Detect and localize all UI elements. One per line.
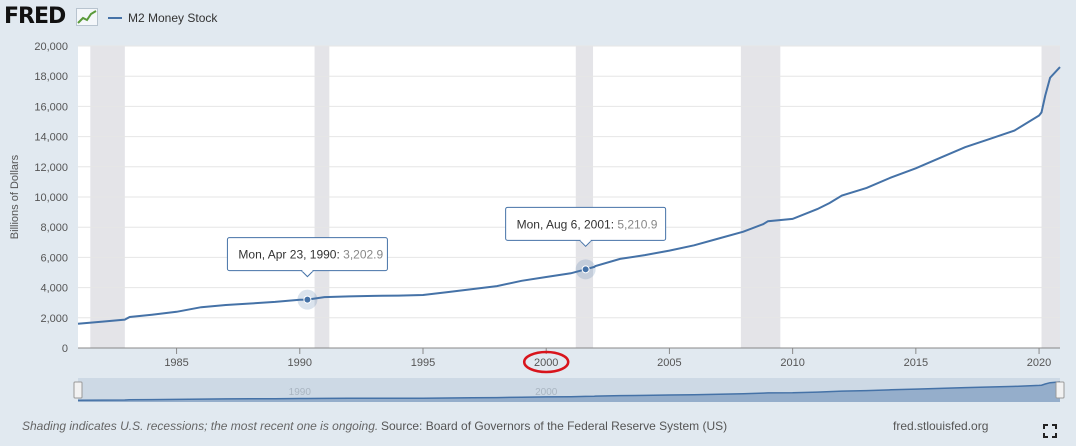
tooltip: Mon, Apr 23, 1990: 3,202.9 [226, 237, 388, 278]
recession-footnote: Shading indicates U.S. recessions; the m… [22, 419, 379, 433]
x-tick-label: 2020 [1027, 357, 1051, 369]
navigator-label: 2000 [535, 387, 558, 398]
navigator-line [77, 381, 1061, 402]
y-tick-label: 20,000 [34, 41, 68, 53]
y-tick-label: 4,000 [40, 283, 68, 295]
tooltip-pointer-mask [302, 269, 313, 272]
navigator-left-handle[interactable] [73, 381, 83, 399]
y-tick-label: 14,000 [34, 132, 68, 144]
tooltip-pointer-mask [580, 239, 591, 242]
x-tick-label: 1985 [164, 357, 188, 369]
y-tick-label: 8,000 [40, 222, 68, 234]
y-tick-label: 6,000 [40, 252, 68, 264]
x-tick-label: 2000 [534, 357, 558, 369]
y-tick-label: 16,000 [34, 101, 68, 113]
chart-footer: Shading indicates U.S. recessions; the m… [0, 414, 1076, 446]
fullscreen-icon[interactable] [1043, 424, 1057, 438]
tooltip-value: 5,210.9 [617, 217, 657, 231]
tooltip-date: Mon, Apr 23, 1990: [238, 248, 343, 262]
data-point [581, 265, 590, 274]
y-tick-label: 2,000 [40, 313, 68, 325]
tooltip-text: Mon, Apr 23, 1990: 3,202.9 [238, 248, 383, 262]
line-chart[interactable]: 0 2,000 4,000 6,000 8,000 10,000 12,000 14,000 1… [0, 36, 1076, 414]
x-tick-label: 2015 [904, 357, 928, 369]
x-tick-label: 1990 [288, 357, 312, 369]
y-tick-label: 12,000 [34, 162, 68, 174]
site-link[interactable]: fred.stlouisfed.org [893, 419, 989, 433]
range-navigator[interactable]: 1990 2000 [73, 378, 1065, 402]
chart-legend[interactable]: M2 Money Stock [108, 11, 217, 25]
data-point [303, 295, 312, 304]
x-tick-label: 2010 [780, 357, 804, 369]
y-axis-label: Billions of Dollars [9, 154, 21, 239]
tooltip-value: 3,202.9 [343, 248, 383, 262]
navigator-label: 1990 [289, 387, 312, 398]
y-tick-label: 10,000 [34, 192, 68, 204]
tooltip-text: Mon, Aug 6, 2001: 5,210.9 [517, 217, 658, 231]
highlight-circle [522, 350, 570, 374]
legend-label: M2 Money Stock [128, 11, 218, 25]
tooltip-date: Mon, Aug 6, 2001: [517, 217, 618, 231]
x-tick-label: 2005 [657, 357, 681, 369]
tooltip-pointer [579, 239, 592, 248]
y-tick-label: 0 [62, 343, 68, 355]
fred-logo[interactable]: FRED [4, 4, 66, 29]
chart-header: FRED M2 Money Stock [0, 0, 1076, 36]
tooltip-pointer [301, 270, 314, 278]
navigator-right-handle[interactable] [1055, 381, 1065, 399]
navigator-area [78, 381, 1060, 402]
line-graph-icon [76, 8, 98, 26]
data-source: Source: Board of Governors of the Federa… [381, 419, 728, 433]
tooltip: Mon, Aug 6, 2001: 5,210.9 [505, 206, 667, 248]
legend-swatch [108, 17, 122, 19]
series-line [77, 66, 1061, 325]
y-tick-label: 18,000 [34, 71, 68, 83]
x-tick-label: 1995 [411, 357, 435, 369]
